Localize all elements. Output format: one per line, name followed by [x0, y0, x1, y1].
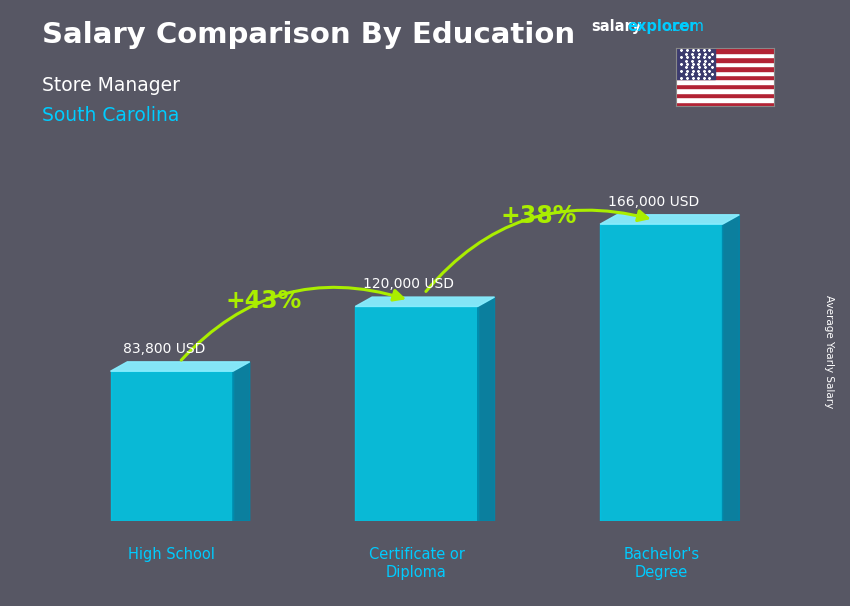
Bar — [676, 66, 774, 71]
Bar — [676, 97, 774, 102]
Polygon shape — [478, 297, 495, 521]
FancyArrowPatch shape — [181, 287, 403, 360]
Text: +43%: +43% — [225, 289, 302, 313]
Text: salary: salary — [591, 19, 641, 35]
Text: Salary Comparison By Education: Salary Comparison By Education — [42, 21, 575, 49]
Bar — [676, 58, 774, 62]
Bar — [676, 93, 774, 97]
Polygon shape — [233, 362, 250, 521]
Polygon shape — [110, 362, 250, 371]
Polygon shape — [355, 307, 478, 521]
Text: 83,800 USD: 83,800 USD — [123, 342, 205, 356]
Polygon shape — [600, 215, 740, 224]
Text: 166,000 USD: 166,000 USD — [608, 195, 700, 209]
Bar — [676, 79, 774, 84]
Bar — [676, 102, 774, 106]
Bar — [676, 84, 774, 88]
Polygon shape — [722, 215, 740, 521]
FancyArrowPatch shape — [426, 210, 648, 291]
Text: Store Manager: Store Manager — [42, 76, 180, 95]
Bar — [676, 88, 774, 93]
Polygon shape — [355, 297, 495, 307]
Bar — [676, 48, 715, 79]
Polygon shape — [110, 371, 233, 521]
Text: South Carolina: South Carolina — [42, 106, 180, 125]
Text: High School: High School — [128, 547, 215, 562]
Bar — [676, 62, 774, 66]
Text: .com: .com — [668, 19, 704, 35]
Text: Average Yearly Salary: Average Yearly Salary — [824, 295, 834, 408]
Bar — [676, 71, 774, 75]
Bar — [676, 53, 774, 58]
Text: 120,000 USD: 120,000 USD — [363, 278, 455, 291]
Polygon shape — [600, 224, 722, 521]
Bar — [676, 75, 774, 79]
Bar — [676, 48, 774, 53]
Text: explorer: explorer — [627, 19, 697, 35]
Text: +38%: +38% — [501, 204, 577, 228]
Text: Certificate or
Diploma: Certificate or Diploma — [369, 547, 464, 580]
Text: Bachelor's
Degree: Bachelor's Degree — [623, 547, 700, 580]
